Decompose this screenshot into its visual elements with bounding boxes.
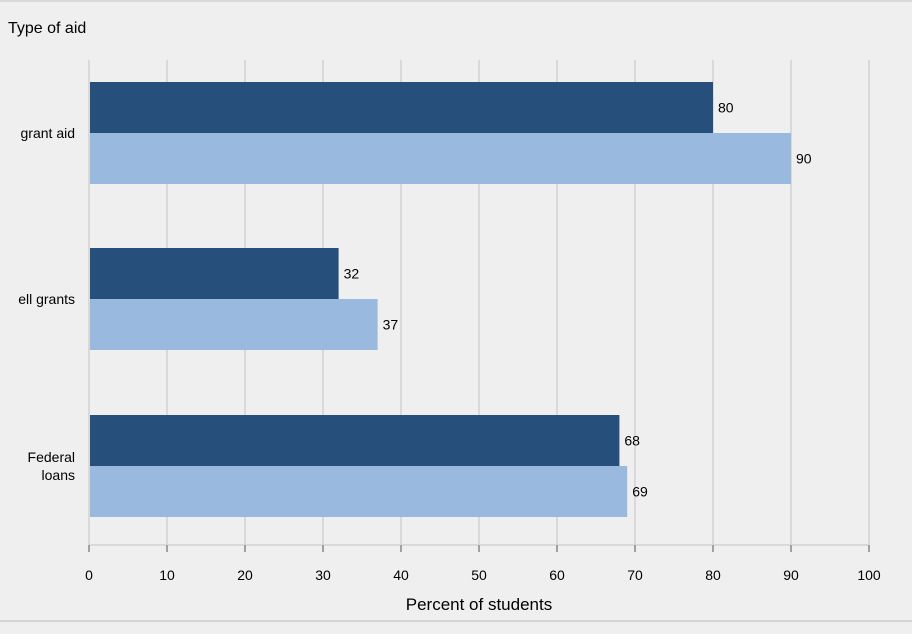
tick-label-50: 50 [471, 567, 487, 583]
value-label-s1-c0: 90 [796, 151, 812, 167]
category-label-0-0: grant aid [21, 125, 75, 141]
bar-s1-c2 [89, 466, 628, 517]
tick-label-40: 40 [393, 567, 409, 583]
tick-label-100: 100 [857, 567, 881, 583]
top-rule [0, 0, 912, 2]
category-label-2-0: Federal [28, 449, 75, 465]
value-label-s0-c2: 68 [624, 433, 640, 449]
bar-s1-c1 [89, 299, 378, 350]
category-label-2-1: loans [42, 467, 75, 483]
value-label-s0-c1: 32 [344, 266, 360, 282]
x-axis-title: Percent of students [406, 595, 552, 614]
bottom-rule [0, 620, 912, 622]
tick-label-0: 0 [85, 567, 93, 583]
bar-s0-c1 [89, 248, 339, 299]
value-label-s1-c1: 37 [383, 317, 399, 333]
bar-s0-c0 [89, 82, 713, 133]
y-axis-title: Type of aid [8, 20, 87, 37]
value-label-s0-c0: 80 [718, 100, 734, 116]
tick-label-30: 30 [315, 567, 331, 583]
bar-s0-c2 [89, 415, 620, 466]
tick-label-90: 90 [783, 567, 799, 583]
tick-label-60: 60 [549, 567, 565, 583]
tick-label-70: 70 [627, 567, 643, 583]
bar-s1-c0 [89, 133, 791, 184]
tick-label-10: 10 [159, 567, 175, 583]
tick-label-80: 80 [705, 567, 721, 583]
category-label-1-0: ell grants [18, 291, 75, 307]
tick-label-20: 20 [237, 567, 253, 583]
value-label-s1-c2: 69 [632, 484, 648, 500]
